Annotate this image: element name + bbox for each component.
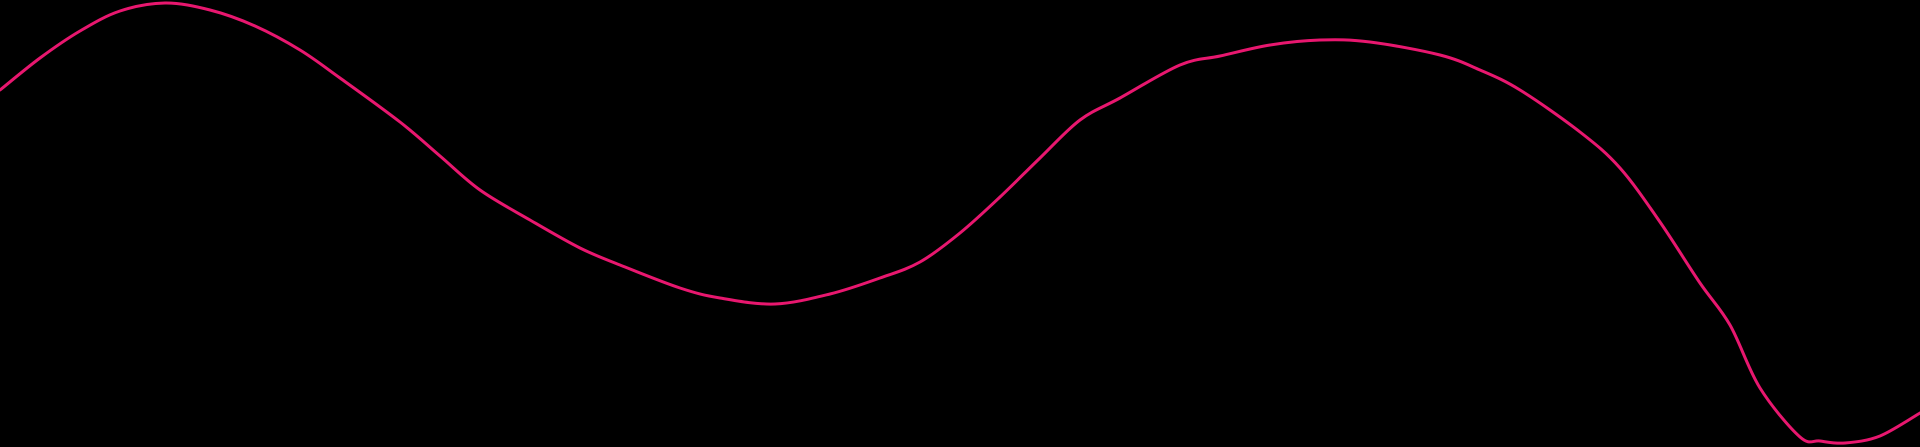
wave-chart <box>0 1 1920 445</box>
waveform-curve-line <box>0 1 1920 445</box>
chart-canvas <box>0 1 1920 445</box>
